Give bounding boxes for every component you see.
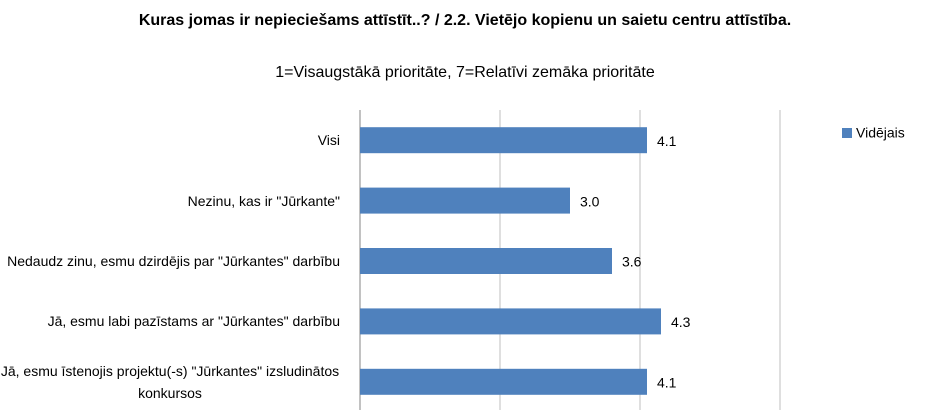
value-label: 3.6 (622, 254, 642, 270)
y-tick-label: Jā, esmu labi pazīstams ar "Jūrkantes" d… (0, 310, 340, 332)
chart-title: Kuras jomas ir nepieciešams attīstīt..? … (138, 12, 792, 29)
value-label: 4.3 (671, 314, 691, 330)
y-tick-text: Jā, esmu labi pazīstams ar "Jūrkantes" d… (47, 313, 340, 330)
value-label: 4.1 (657, 133, 677, 149)
y-tick-label: Visi (0, 129, 340, 151)
bar (360, 368, 647, 395)
y-tick-text: Visi (317, 132, 340, 149)
value-label: 4.1 (657, 375, 677, 391)
legend-label: Vidējais (856, 125, 905, 141)
y-tick-label: Nezinu, kas ir "Jūrkante" (0, 190, 340, 212)
bar (360, 187, 570, 214)
bar (360, 127, 647, 154)
y-tick-label: Nedaudz zinu, esmu dzirdējis par "Jūrkan… (0, 250, 340, 272)
legend-swatch (842, 128, 852, 138)
y-tick-text: Jā, esmu īstenojis projektu(-s) "Jūrkant… (0, 362, 340, 401)
value-label: 3.0 (580, 193, 600, 209)
y-tick-text: Nezinu, kas ir "Jūrkante" (187, 192, 340, 209)
y-tick-text: Nedaudz zinu, esmu dzirdējis par "Jūrkan… (7, 253, 340, 269)
chart-subtitle: 1=Visaugstākā prioritāte, 7=Relatīvi zem… (275, 64, 655, 81)
y-tick-label: Jā, esmu īstenojis projektu(-s) "Jūrkant… (0, 360, 340, 404)
bar (360, 248, 612, 274)
bar (360, 308, 661, 335)
